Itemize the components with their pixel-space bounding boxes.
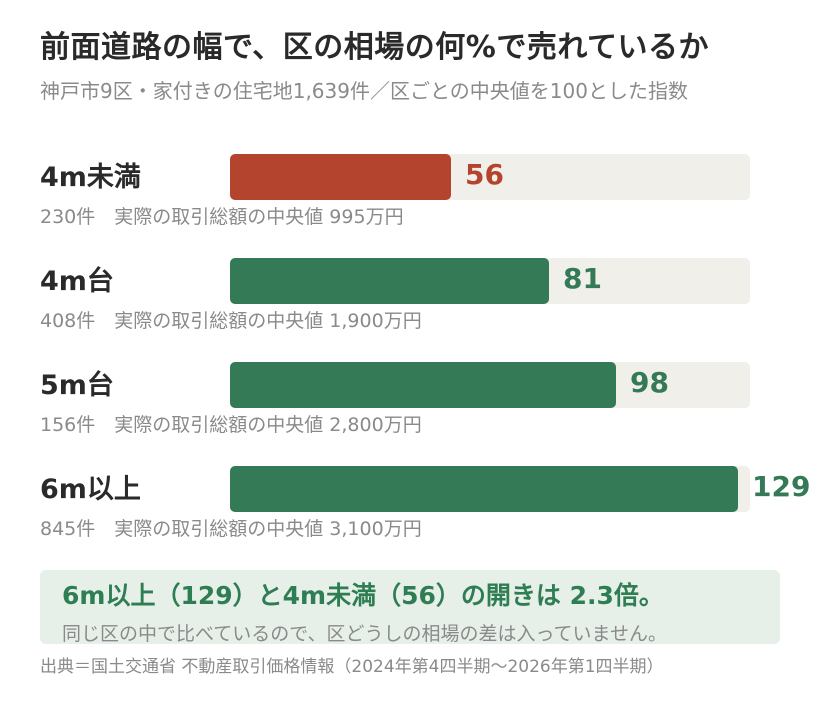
chart-subtitle: 神戸市9区・家付きの住宅地1,639件／区ごとの中央値を100とした指数 [40,79,688,103]
bar-value-label: 129 [752,470,811,503]
bar [230,154,451,200]
category-note: 156件 実際の取引総額の中央値 2,800万円 [40,414,422,436]
callout-headline: 6m以上（129）と4m未満（56）の開きは 2.3倍。 [62,581,664,610]
category-label: 5m台 [40,370,114,401]
bar-value-label: 98 [630,366,669,399]
bar [230,466,738,512]
callout-note: 同じ区の中で比べているので、区どうしの相場の差は入っていません。 [62,623,667,645]
category-note: 845件 実際の取引総額の中央値 3,100万円 [40,518,422,540]
bar [230,258,549,304]
category-note: 230件 実際の取引総額の中央値 995万円 [40,206,404,228]
bar [230,362,616,408]
callout-box [40,570,780,644]
category-label: 4m未満 [40,162,141,193]
category-label: 6m以上 [40,474,141,505]
bar-value-label: 81 [563,262,602,295]
bar-value-label: 56 [465,158,504,191]
chart-title: 前面道路の幅で、区の相場の何%で売れているか [40,30,709,65]
source-note: 出典＝国土交通省 不動産取引価格情報（2024年第4四半期〜2026年第1四半期… [40,657,664,677]
category-note: 408件 実際の取引総額の中央値 1,900万円 [40,310,422,332]
category-label: 4m台 [40,266,114,297]
